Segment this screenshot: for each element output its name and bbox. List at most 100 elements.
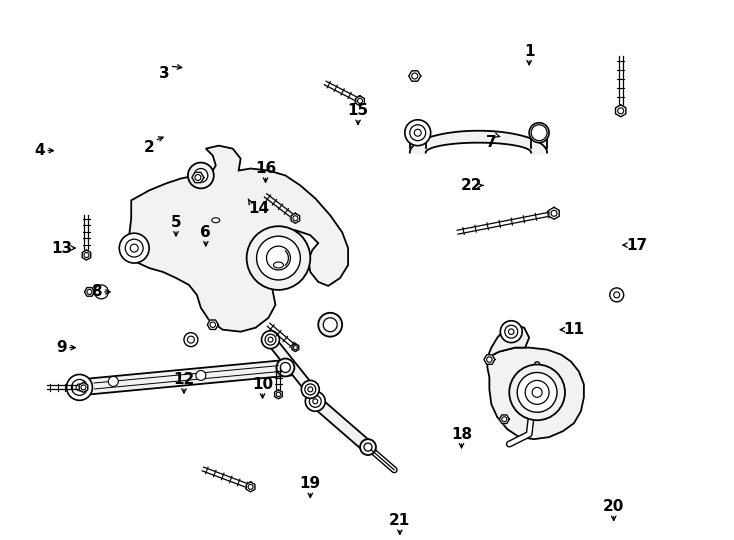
Text: 6: 6	[200, 225, 211, 240]
Circle shape	[130, 244, 138, 252]
Text: 15: 15	[347, 103, 368, 118]
Polygon shape	[79, 382, 88, 393]
Polygon shape	[410, 133, 426, 153]
Circle shape	[187, 336, 195, 343]
Circle shape	[308, 387, 313, 392]
Circle shape	[302, 380, 319, 399]
Circle shape	[360, 439, 376, 455]
Circle shape	[265, 334, 276, 345]
Text: 4: 4	[34, 143, 45, 158]
Ellipse shape	[212, 218, 219, 222]
Circle shape	[71, 380, 87, 395]
Text: 1: 1	[524, 44, 534, 59]
Polygon shape	[84, 288, 95, 296]
Polygon shape	[291, 213, 299, 223]
Text: 21: 21	[389, 513, 410, 528]
Polygon shape	[531, 133, 547, 153]
Text: 2: 2	[144, 140, 154, 155]
Text: 20: 20	[603, 500, 625, 514]
Polygon shape	[487, 325, 529, 357]
Circle shape	[531, 125, 547, 140]
Polygon shape	[247, 482, 255, 492]
Circle shape	[305, 384, 316, 395]
Polygon shape	[207, 320, 218, 329]
Circle shape	[109, 376, 118, 387]
Circle shape	[505, 325, 517, 338]
Text: 7: 7	[486, 135, 497, 150]
Circle shape	[412, 73, 418, 79]
Polygon shape	[292, 343, 299, 352]
Polygon shape	[409, 71, 421, 81]
Polygon shape	[487, 348, 584, 439]
Circle shape	[194, 168, 208, 183]
Circle shape	[532, 387, 542, 397]
Text: 13: 13	[51, 241, 72, 255]
Circle shape	[84, 253, 89, 258]
Text: 22: 22	[461, 178, 482, 193]
Circle shape	[323, 318, 337, 332]
Circle shape	[184, 333, 198, 347]
Circle shape	[305, 392, 325, 411]
Circle shape	[526, 380, 549, 404]
Circle shape	[502, 417, 506, 422]
Polygon shape	[410, 131, 547, 153]
Circle shape	[364, 443, 372, 451]
Circle shape	[266, 246, 291, 270]
Circle shape	[357, 98, 363, 103]
Circle shape	[268, 337, 273, 342]
Circle shape	[551, 210, 557, 217]
Text: 14: 14	[248, 201, 269, 216]
Circle shape	[487, 357, 492, 362]
Text: 16: 16	[255, 161, 276, 176]
Circle shape	[277, 359, 294, 376]
Circle shape	[120, 233, 149, 263]
Polygon shape	[356, 96, 364, 106]
Polygon shape	[275, 390, 283, 399]
Ellipse shape	[274, 262, 283, 268]
Circle shape	[247, 226, 310, 290]
Polygon shape	[192, 172, 204, 183]
Circle shape	[410, 125, 426, 140]
Polygon shape	[616, 105, 626, 117]
Circle shape	[293, 216, 298, 221]
Circle shape	[309, 395, 321, 407]
Polygon shape	[129, 146, 348, 332]
Text: 9: 9	[57, 340, 67, 355]
Circle shape	[509, 329, 514, 334]
Circle shape	[76, 384, 83, 391]
Circle shape	[501, 321, 522, 342]
Circle shape	[248, 484, 253, 489]
Text: 10: 10	[252, 377, 273, 392]
Circle shape	[95, 285, 109, 299]
Text: 5: 5	[171, 215, 181, 230]
Polygon shape	[82, 250, 91, 260]
Circle shape	[405, 120, 431, 146]
Text: 3: 3	[159, 65, 170, 80]
Circle shape	[618, 108, 624, 114]
Circle shape	[537, 130, 542, 135]
Text: 18: 18	[451, 427, 472, 442]
Polygon shape	[266, 336, 314, 393]
Polygon shape	[499, 415, 509, 423]
Circle shape	[276, 392, 280, 396]
Circle shape	[614, 292, 619, 298]
Circle shape	[81, 385, 86, 390]
Polygon shape	[549, 207, 559, 219]
Text: 19: 19	[299, 476, 321, 491]
Circle shape	[533, 127, 545, 139]
Circle shape	[319, 313, 342, 336]
Circle shape	[196, 370, 206, 380]
Circle shape	[188, 163, 214, 188]
Circle shape	[195, 174, 201, 180]
Text: 11: 11	[564, 322, 584, 337]
Circle shape	[67, 374, 92, 400]
Circle shape	[294, 346, 297, 349]
Polygon shape	[484, 355, 495, 365]
Circle shape	[529, 123, 549, 143]
Circle shape	[313, 399, 318, 404]
Text: 8: 8	[91, 285, 102, 299]
Polygon shape	[79, 360, 291, 395]
Circle shape	[509, 364, 565, 420]
Circle shape	[210, 322, 216, 327]
Circle shape	[87, 289, 92, 294]
